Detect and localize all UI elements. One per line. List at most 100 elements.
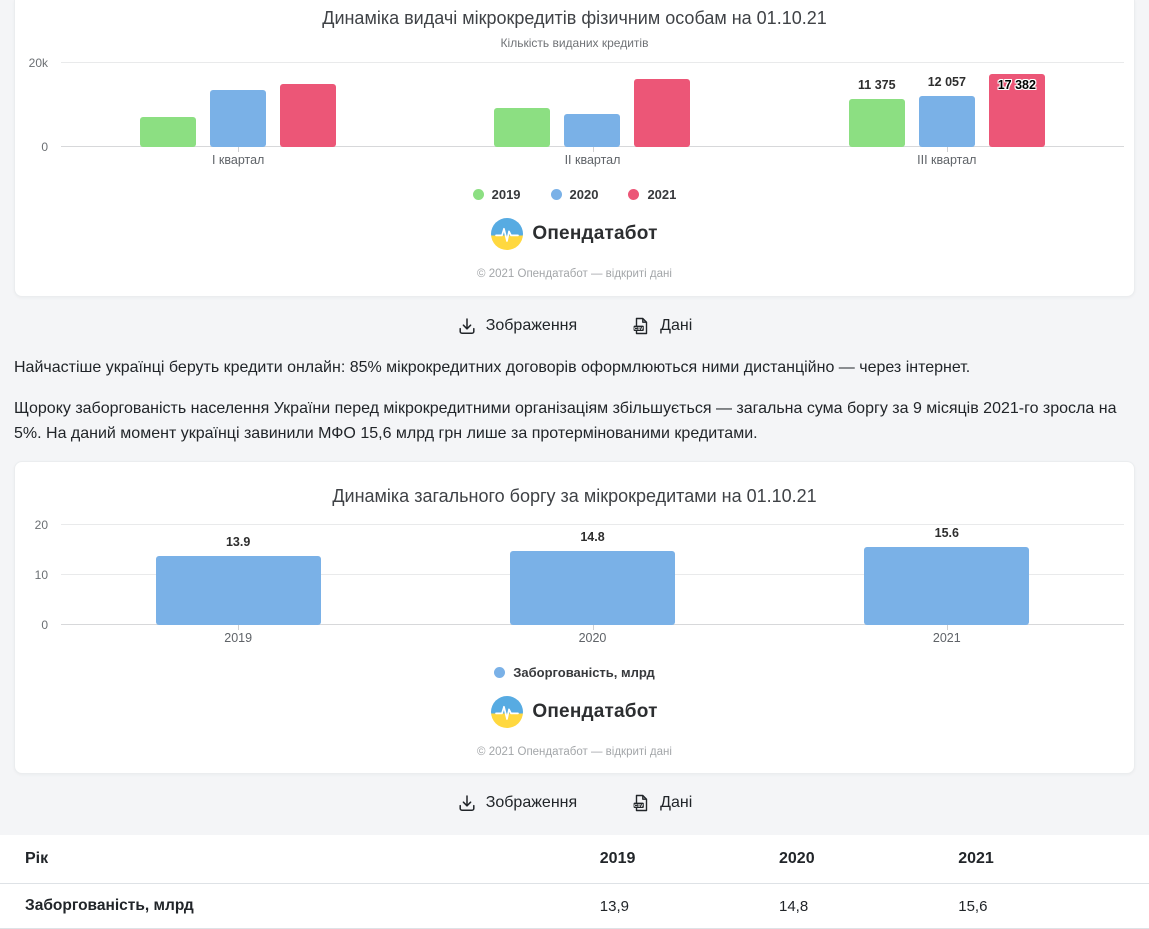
gridline	[61, 524, 1124, 526]
bar-s1-c1	[210, 89, 267, 147]
download-image-label: Зображення	[485, 794, 578, 812]
x-axis-label-1: 2019	[224, 631, 253, 646]
x-axis-label-1: І квартал	[211, 153, 265, 167]
table-header-2021: 2021	[958, 835, 1149, 885]
bar-group-2: 14.8	[415, 525, 769, 626]
csv-file-icon: CSV	[631, 316, 651, 336]
y-axis-tick-label: 0	[41, 140, 48, 154]
x-axis-label-3: 2021	[932, 631, 961, 646]
table-header-2019: 2019	[599, 835, 779, 885]
legend-dot	[550, 189, 562, 200]
debt-data-table: Рік 2019 2020 2021 Заборгованість, млрд …	[0, 835, 1149, 929]
x-axis-tick	[238, 625, 240, 631]
paragraph-online-loans: Найчастіше українці беруть кредити онлай…	[14, 359, 971, 376]
bar-group-1: 13.9	[61, 525, 415, 626]
x-axis-tick	[946, 147, 948, 152]
x-axis-tick	[592, 147, 594, 152]
table-cell-2019: 13,9	[599, 883, 779, 929]
download-image-label: Зображення	[485, 317, 578, 334]
y-axis-tick-label: 10	[34, 568, 48, 583]
legend-dot	[494, 667, 506, 679]
legend-item-0[interactable]: Заборгованість, млрд	[494, 665, 655, 680]
table-cell-2020: 14,8	[779, 883, 959, 929]
x-axis-tick	[238, 147, 240, 152]
bar-value-label: 15.6	[934, 526, 959, 541]
copyright-note: © 2021 Опендатабот — відкриті дані	[477, 746, 672, 759]
bar-s0-c3: 15.6	[864, 526, 1030, 626]
bar-value-label: 12 057	[927, 75, 966, 90]
opendatabot-logo-text: Опендатабот	[532, 701, 658, 723]
chart2-branding: Опендатабот © 2021 Опендатабот — відкрит…	[15, 680, 1134, 758]
download-icon	[457, 793, 477, 813]
legend-label: 2020	[569, 187, 599, 202]
bar-value-label: 11 375	[858, 78, 896, 93]
bar-group-3: 15.6	[770, 525, 1124, 626]
legend-dot	[628, 189, 640, 200]
bar-group-2	[415, 63, 769, 147]
chart1-legend: 2019 2020 2021	[15, 187, 1134, 202]
chart2-actions: Зображення CSV Дані	[0, 793, 1149, 813]
bar-groups: 11 375 12 057 17 382	[61, 63, 1124, 147]
legend-dot	[472, 189, 484, 200]
opendatabot-logo-icon	[491, 218, 524, 250]
copyright-note: © 2021 Опендатабот — відкриті дані	[477, 268, 672, 280]
chart1-microcredits-by-quarter: 0 20k 11 375 12 057 17 382 І квартал ІІ кварт…	[15, 57, 1134, 202]
chart1-plot-area: 0 20k 11 375 12 057 17 382	[29, 57, 1124, 153]
bar-value-label: 13.9	[225, 534, 251, 549]
bar-group-1	[61, 63, 415, 147]
table-header-row: Рік 2019 2020 2021	[0, 835, 1149, 885]
svg-text:CSV: CSV	[634, 803, 643, 808]
chart2-title: Динаміка загального боргу за мікрокредит…	[332, 486, 817, 507]
bar-s2-c2	[634, 79, 691, 147]
y-axis-tick-label: 20	[34, 518, 48, 533]
gridline	[61, 62, 1124, 63]
paragraph-debt-growth: Щороку заборгованість населення України …	[14, 399, 1117, 442]
x-axis-tick	[592, 625, 594, 631]
legend-label: 2021	[647, 187, 677, 202]
download-data-button[interactable]: CSV Дані	[631, 793, 692, 813]
table-cell-2021: 15,6	[958, 883, 1149, 929]
bar-groups: 13.9 14.8 15.6	[61, 525, 1124, 626]
x-axis-label-3: ІІІ квартал	[917, 153, 977, 167]
download-icon	[457, 316, 477, 336]
download-image-button[interactable]: Зображення	[457, 793, 577, 813]
download-data-label: Дані	[660, 317, 693, 334]
table-row-label: Заборгованість, млрд	[0, 883, 600, 929]
table-row: Заборгованість, млрд 13,9 14,8 15,6	[0, 883, 1149, 929]
legend-item-0[interactable]: 2019	[472, 187, 521, 202]
opendatabot-logo: Опендатабот	[491, 696, 658, 729]
chart2-total-debt: 0 10 20 13.9 14.8 15.6 2019 2020 2021 Заборгова…	[15, 519, 1134, 680]
download-data-button[interactable]: CSV Дані	[631, 316, 692, 336]
chart2-legend: Заборгованість, млрд	[15, 665, 1134, 680]
opendatabot-logo-icon	[491, 696, 524, 729]
x-axis-label-2: 2020	[578, 631, 607, 646]
legend-item-1[interactable]: 2020	[550, 187, 599, 202]
table-header-year: Рік	[0, 835, 600, 885]
legend-label: 2019	[491, 187, 521, 202]
opendatabot-logo-text: Опендатабот	[532, 223, 658, 244]
chart1-branding: Опендатабот © 2021 Опендатабот — відкрит…	[15, 202, 1134, 280]
x-axis-label-2: ІІ квартал	[564, 153, 621, 167]
y-axis-tick-label: 0	[41, 618, 48, 633]
chart2-plot-area: 0 10 20 13.9 14.8 15.6	[35, 519, 1124, 631]
chart1-x-axis: І квартал ІІ квартал ІІІ квартал	[61, 153, 1124, 167]
chart2-x-axis: 2019 2020 2021	[61, 631, 1124, 645]
bar-s2-c3: 17 382	[988, 74, 1045, 147]
bar-s0-c2: 14.8	[509, 530, 675, 626]
chart-card-total-debt: Динаміка загального боргу за мікрокредит…	[14, 461, 1135, 775]
svg-text:CSV: CSV	[634, 326, 643, 331]
bar-value-label: 14.8	[580, 530, 605, 545]
bar-s1-c2	[564, 113, 621, 147]
chart1-subtitle: Кількість виданих кредитів	[500, 36, 649, 50]
bar-value-label: 17 382	[997, 78, 1036, 92]
chart1-title: Динаміка видачі мікрокредитів фізичним о…	[322, 8, 827, 28]
chart-card-microcredits: Динаміка видачі мікрокредитів фізичним о…	[14, 0, 1135, 297]
opendatabot-logo: Опендатабот	[491, 218, 657, 250]
bar-s0-c2	[494, 107, 551, 147]
bar-s1-c3: 12 057	[918, 75, 975, 147]
bar-s0-c3: 11 375	[848, 78, 905, 147]
download-image-button[interactable]: Зображення	[457, 316, 577, 336]
x-axis-tick	[946, 625, 948, 631]
legend-item-2[interactable]: 2021	[628, 187, 676, 202]
